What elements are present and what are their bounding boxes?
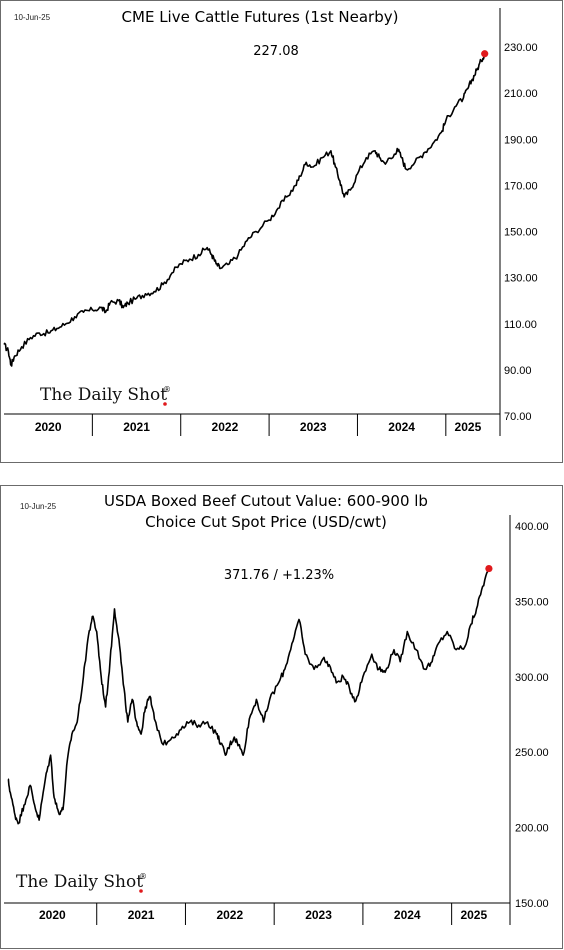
brand-mark: ®: [163, 385, 171, 394]
x-tick-label: 2020: [39, 908, 66, 922]
y-tick-label: 190.00: [504, 134, 538, 146]
y-tick-label: 90.00: [504, 365, 532, 377]
chart-date: 10-Jun-25: [14, 13, 51, 22]
y-tick-label: 170.00: [504, 180, 538, 192]
x-tick-label: 2021: [123, 420, 150, 434]
brand-dot: [139, 889, 143, 893]
last-value-label: 227.08: [253, 44, 299, 59]
y-tick-label: 130.00: [504, 273, 538, 285]
brand-mark: ®: [139, 872, 147, 881]
last-point-marker: [485, 564, 493, 573]
y-tick-labels: 70.00 90.00 110.00 130.00 150.00 170.00 190.00…: [504, 42, 538, 423]
y-tick-label: 150.00: [504, 227, 538, 239]
brand-logo: The Daily Shot ®: [16, 872, 147, 893]
brand-name: The Daily Shot: [16, 872, 143, 892]
x-tick-label: 2025: [455, 420, 482, 434]
x-tick-label: 2022: [212, 420, 239, 434]
boxed-beef-chart: 10-Jun-25 USDA Boxed Beef Cutout Value: …: [0, 485, 563, 949]
chart-date: 10-Jun-25: [20, 502, 57, 511]
series-line: [7, 568, 490, 825]
last-value-label: 371.76 / +1.23%: [224, 568, 334, 583]
x-tick-label: 2023: [305, 908, 332, 922]
y-tick-label: 230.00: [504, 42, 538, 54]
y-tick-label: 200.00: [515, 823, 549, 835]
chart-title: USDA Boxed Beef Cutout Value: 600-900 lb: [104, 492, 428, 510]
chart-frame: [0, 485, 563, 949]
brand-logo: The Daily Shot ®: [40, 385, 171, 406]
y-tick-label: 70.00: [504, 411, 532, 423]
series-line: [3, 53, 486, 367]
y-tick-label: 400.00: [515, 521, 549, 533]
x-tick-label: 2024: [388, 420, 415, 434]
x-tick-labels: 2020 2021 2022 2023 2024 2025: [39, 903, 487, 925]
x-tick-labels: 2020 2021 2022 2023 2024 2025: [35, 414, 482, 436]
last-point-marker: [481, 50, 489, 58]
y-tick-label: 110.00: [504, 319, 537, 331]
chart-subtitle: Choice Cut Spot Price (USD/cwt): [145, 513, 387, 531]
chart-frame: [0, 0, 563, 463]
x-tick-label: 2020: [35, 420, 62, 434]
y-tick-labels: 150.00 200.00 250.00 300.00 350.00 400.00: [515, 521, 549, 910]
brand-name: The Daily Shot: [40, 385, 167, 405]
chart-title: CME Live Cattle Futures (1st Nearby): [122, 8, 399, 26]
x-tick-label: 2025: [460, 908, 487, 922]
x-tick-label: 2021: [128, 908, 155, 922]
x-tick-label: 2023: [300, 420, 327, 434]
x-tick-label: 2024: [394, 908, 421, 922]
y-tick-label: 150.00: [515, 898, 549, 910]
y-tick-label: 210.00: [504, 88, 538, 100]
y-tick-label: 250.00: [515, 747, 549, 759]
y-tick-label: 350.00: [515, 596, 549, 608]
brand-dot: [163, 402, 167, 406]
x-tick-label: 2022: [216, 908, 243, 922]
cattle-futures-chart: 10-Jun-25 CME Live Cattle Futures (1st N…: [0, 0, 563, 463]
y-tick-label: 300.00: [515, 672, 549, 684]
